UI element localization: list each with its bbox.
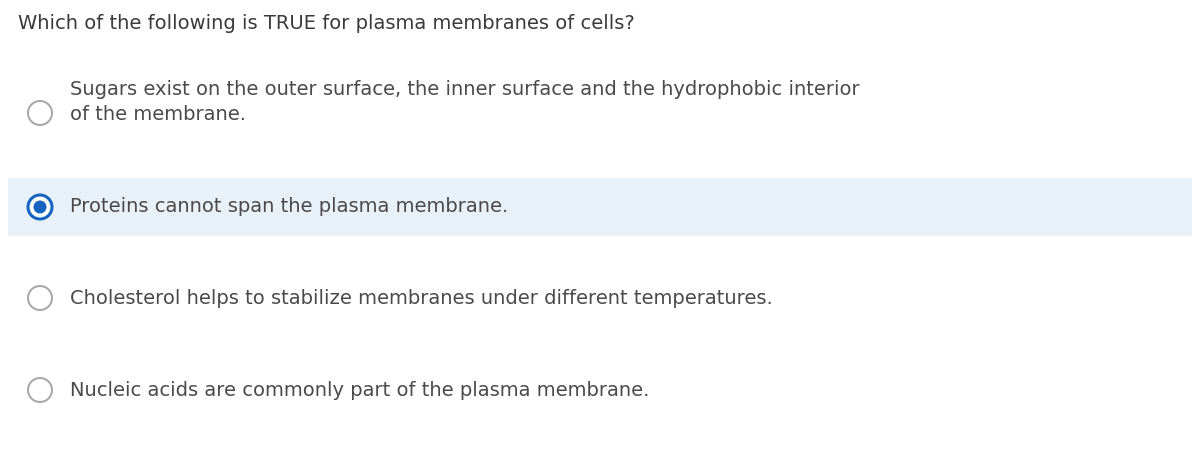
Circle shape [28,286,52,310]
Circle shape [34,200,47,213]
Circle shape [28,101,52,125]
Text: Cholesterol helps to stabilize membranes under different temperatures.: Cholesterol helps to stabilize membranes… [70,288,773,307]
FancyBboxPatch shape [8,178,1192,236]
Text: Which of the following is TRUE for plasma membranes of cells?: Which of the following is TRUE for plasm… [18,14,635,33]
Text: Sugars exist on the outer surface, the inner surface and the hydrophobic interio: Sugars exist on the outer surface, the i… [70,80,859,124]
Circle shape [28,195,52,219]
Text: Nucleic acids are commonly part of the plasma membrane.: Nucleic acids are commonly part of the p… [70,380,649,400]
Text: Proteins cannot span the plasma membrane.: Proteins cannot span the plasma membrane… [70,197,509,217]
Circle shape [28,378,52,402]
